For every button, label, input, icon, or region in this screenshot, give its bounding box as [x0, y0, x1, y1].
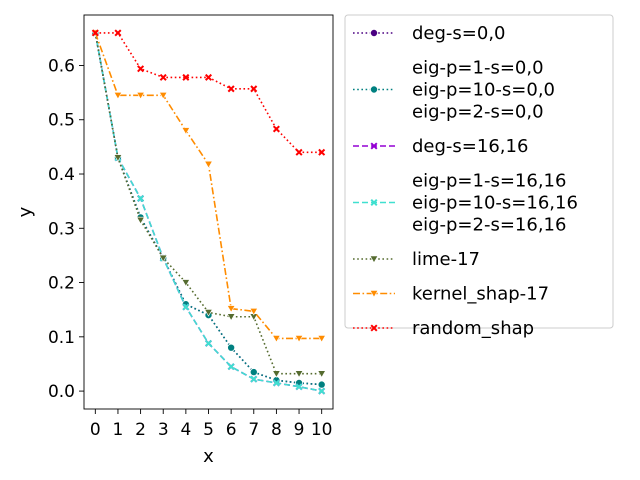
data-point: [272, 125, 280, 133]
legend-label: deg-s=16,16: [412, 136, 528, 157]
x-tick-label: 6: [226, 420, 237, 440]
x-axis-ticks: 0 1 2 3 4 5 6 7 8 9 10: [90, 409, 333, 440]
data-point: [294, 370, 304, 378]
legend-item-5: kernel_shap-17: [353, 284, 549, 305]
legend-label: eig-p=1-s=16,16 eig-p=10-s=16,16 eig-p=2-s…: [412, 171, 578, 236]
data-point: [249, 308, 259, 316]
legend-label: deg-s=0,0: [412, 23, 506, 44]
x-tick-label: 9: [294, 420, 305, 440]
data-point: [317, 335, 327, 343]
data-point: [181, 127, 191, 135]
legend-marker: [369, 28, 378, 37]
data-point: [181, 279, 191, 287]
data-point: [272, 379, 280, 387]
legend-marker: [369, 255, 379, 264]
legend-label: random_shap: [412, 318, 534, 339]
data-point: [159, 73, 167, 81]
legend-item-0: deg-s=0,0: [353, 23, 506, 44]
y-tick-label: 0.6: [48, 56, 75, 76]
x-tick-label: 10: [311, 420, 333, 440]
legend-frame: [344, 14, 614, 329]
y-tick-label: 0.2: [48, 274, 75, 294]
data-point: [114, 29, 122, 37]
data-point: [136, 216, 145, 225]
data-point: [318, 148, 326, 156]
x-tick-label: 1: [113, 420, 124, 440]
data-point: [137, 65, 145, 73]
data-point: [226, 313, 236, 321]
legend-label: eig-p=1-s=0,0 eig-p=10-s=0,0 eig-p=2-s=0,0: [412, 58, 555, 123]
data-point: [227, 363, 235, 371]
data-point: [294, 335, 304, 343]
data-point: [158, 92, 168, 100]
data-point: [204, 309, 213, 317]
data-point: [295, 148, 303, 156]
x-axis-label: x: [203, 446, 214, 467]
y-tick-label: 0.5: [48, 111, 75, 131]
legend-marker: [370, 198, 378, 207]
data-point: [317, 370, 327, 378]
data-point: [204, 339, 213, 347]
data-point: [113, 92, 123, 100]
legend-label: kernel_shap-17: [412, 284, 549, 305]
data-point: [137, 194, 145, 202]
data-point: [182, 73, 190, 81]
x-tick-label: 2: [135, 420, 146, 440]
data-point: [318, 387, 326, 395]
data-point: [91, 29, 99, 37]
legend-item-3: eig-p=1-s=16,16 eig-p=10-s=16,16 eig-p=2-s…: [353, 171, 578, 236]
plot-series-group: [90, 28, 327, 395]
data-point: [250, 375, 258, 383]
legend-label: lime-17: [412, 249, 480, 270]
data-point: [272, 370, 281, 378]
legend-item-6: random_shap: [353, 318, 534, 339]
data-point: [204, 160, 213, 169]
series-6: [91, 29, 326, 156]
x-tick-label: 3: [158, 420, 169, 440]
x-tick-label: 7: [248, 420, 259, 440]
y-tick-label: 0.0: [48, 382, 75, 402]
data-point: [250, 85, 258, 93]
data-point: [272, 335, 281, 343]
y-tick-label: 0.4: [48, 165, 75, 185]
data-point: [227, 343, 236, 352]
data-point: [249, 368, 258, 377]
legend: deg-s=0,0 eig-p=1-s=0,0 eig-p=10-s=0,0 eig-…: [344, 14, 614, 339]
x-tick-label: 0: [90, 420, 101, 440]
legend-item-4: lime-17: [353, 249, 480, 270]
data-point: [317, 380, 326, 389]
x-tick-label: 5: [203, 420, 214, 440]
legend-marker: [369, 290, 379, 298]
y-tick-label: 0.1: [48, 328, 75, 348]
data-point: [136, 92, 145, 100]
data-point: [158, 254, 168, 263]
legend-item-1: eig-p=1-s=0,0 eig-p=10-s=0,0 eig-p=2-s=0,0: [353, 58, 555, 123]
x-tick-label: 4: [180, 420, 191, 440]
data-point: [182, 303, 190, 311]
legend-marker: [370, 324, 378, 332]
data-point: [295, 383, 303, 391]
legend-item-2: deg-s=16,16: [353, 136, 528, 157]
y-tick-label: 0.3: [48, 219, 75, 239]
data-point: [227, 85, 235, 93]
data-point: [113, 154, 123, 162]
data-point: [204, 73, 213, 81]
y-axis-label: y: [15, 206, 36, 217]
y-axis-ticks: 0.0 0.1 0.2 0.3 0.4 0.5 0.6: [48, 56, 84, 402]
x-tick-label: 8: [271, 420, 282, 440]
legend-marker: [370, 142, 378, 150]
legend-marker: [369, 85, 378, 94]
data-point: [226, 305, 236, 313]
